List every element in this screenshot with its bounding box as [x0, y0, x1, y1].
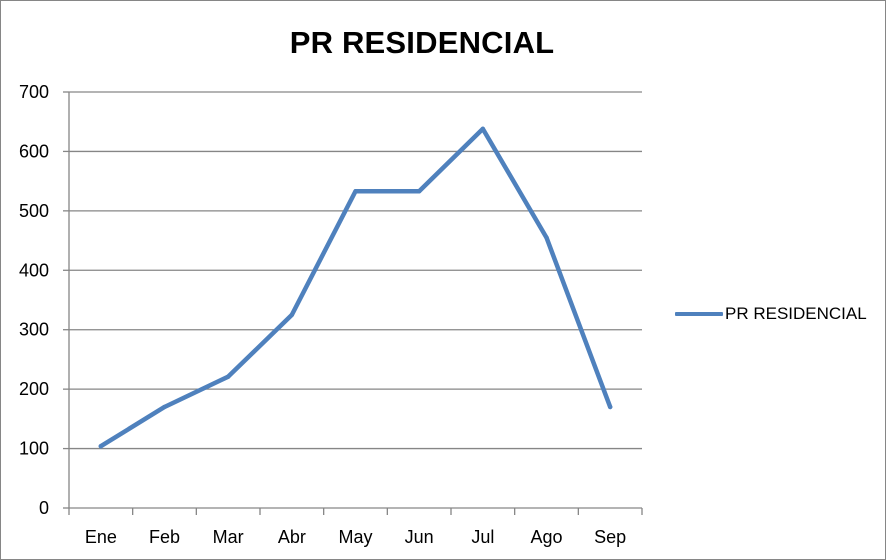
x-tick-label: Abr	[278, 527, 306, 547]
x-tick-label: Ago	[530, 527, 562, 547]
data-point	[416, 189, 422, 194]
y-tick-label: 600	[19, 141, 49, 161]
x-tick-label: Feb	[149, 527, 180, 547]
y-tick-label: 0	[39, 498, 49, 518]
data-point	[544, 235, 549, 240]
data-point	[225, 374, 231, 379]
data-point	[607, 404, 613, 410]
series-line	[98, 126, 613, 449]
data-point	[480, 126, 486, 132]
x-tick-label: Mar	[213, 527, 244, 547]
y-tick-label: 100	[19, 439, 49, 459]
legend-swatch	[675, 312, 723, 316]
data-point	[162, 404, 167, 410]
y-tick-label: 300	[19, 320, 49, 340]
x-tick-label: Sep	[594, 527, 626, 547]
x-tick-label: Jun	[405, 527, 434, 547]
legend-label: PR RESIDENCIAL	[725, 304, 867, 323]
legend: PR RESIDENCIAL	[675, 304, 867, 324]
y-tick-label: 400	[19, 260, 49, 280]
x-tick-label: Ene	[85, 527, 117, 547]
y-tick-label: 200	[19, 379, 49, 399]
y-tick-label: 500	[19, 201, 49, 221]
data-point	[289, 312, 295, 318]
data-point	[353, 189, 358, 194]
chart-title: PR RESIDENCIAL	[289, 25, 555, 60]
data-point	[98, 443, 104, 449]
x-tick-label: Jul	[471, 527, 494, 547]
x-tick-label: May	[338, 527, 372, 547]
y-tick-label: 700	[19, 82, 49, 102]
